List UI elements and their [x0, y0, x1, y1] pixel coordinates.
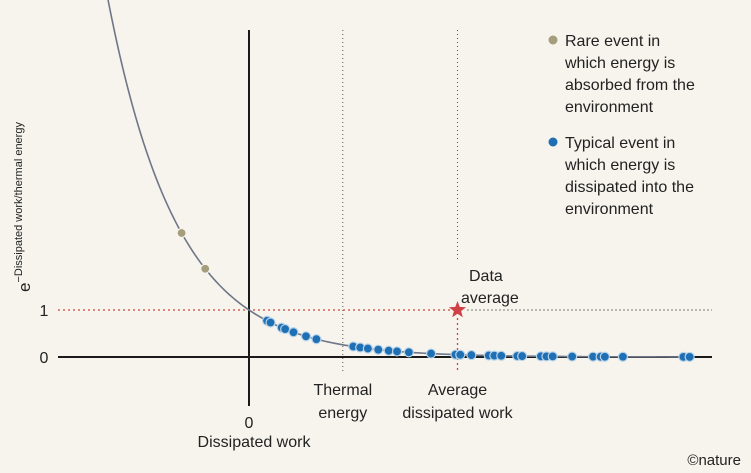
legend-rare-line-2: which energy is: [564, 55, 675, 72]
legend-typical-line-3: dissipated into the: [565, 179, 694, 196]
y-tick-label-0: 0: [40, 350, 49, 367]
y-axis-label-exponent: −Dissipated work/thermal energy: [13, 122, 25, 283]
typical-event-point-11: [383, 345, 394, 356]
legend-typical-line-4: environment: [565, 201, 654, 218]
typical-event-point-1: [265, 317, 276, 328]
typical-event-point-3: [280, 323, 291, 335]
nature-credit: ©nature: [687, 452, 741, 469]
typical-event-point-20: [496, 350, 507, 361]
rare-event-point-2: [200, 263, 211, 274]
data-average-star: [448, 301, 467, 318]
typical-event-point-25: [547, 351, 558, 362]
typical-event-point-5: [300, 331, 312, 342]
data-average-label-line-1: Data: [469, 268, 503, 285]
average-work-label-line-2: dissipated work: [402, 405, 513, 422]
data-average-label-line-2: average: [461, 290, 519, 307]
rare-event-point-1: [176, 227, 187, 239]
typical-event-point-6: [311, 334, 322, 345]
typical-event-point-4: [288, 327, 299, 338]
y-axis-label: e−Dissipated work/thermal energy: [13, 122, 34, 292]
legend-rare-line-4: environment: [565, 99, 654, 116]
y-tick-label-1: 1: [40, 303, 49, 320]
typical-event-point-17: [466, 349, 477, 361]
x-axis-label: Dissipated work: [198, 434, 312, 451]
legend-typical-marker: [548, 137, 558, 147]
typical-event-point-10: [373, 344, 384, 355]
y-axis-label-base: e: [15, 283, 34, 292]
x-zero-label: 0: [245, 415, 254, 432]
data-points: [176, 227, 695, 363]
typical-event-point-12: [391, 346, 403, 357]
typical-event-point-26: [567, 351, 578, 362]
typical-event-point-32: [684, 351, 695, 363]
typical-event-point-22: [517, 350, 528, 362]
legend-rare-marker: [548, 35, 558, 45]
legend-typical-line-2: which energy is: [564, 157, 675, 174]
typical-event-point-30: [617, 351, 629, 362]
typical-event-point-29: [599, 351, 610, 362]
typical-event-point-16: [455, 349, 466, 360]
typical-event-point-13: [403, 347, 414, 358]
typical-event-point-14: [425, 348, 437, 359]
thermal-energy-label-line-1: Thermal: [313, 382, 372, 399]
thermal-energy-label-line-2: energy: [318, 405, 367, 422]
legend-typical-line-1: Typical event in: [565, 135, 675, 152]
average-work-label-line-1: Average: [428, 382, 487, 399]
legend-rare-line-1: Rare event in: [565, 33, 660, 50]
legend-rare-line-3: absorbed from the: [565, 77, 695, 94]
typical-event-point-9: [362, 343, 373, 354]
